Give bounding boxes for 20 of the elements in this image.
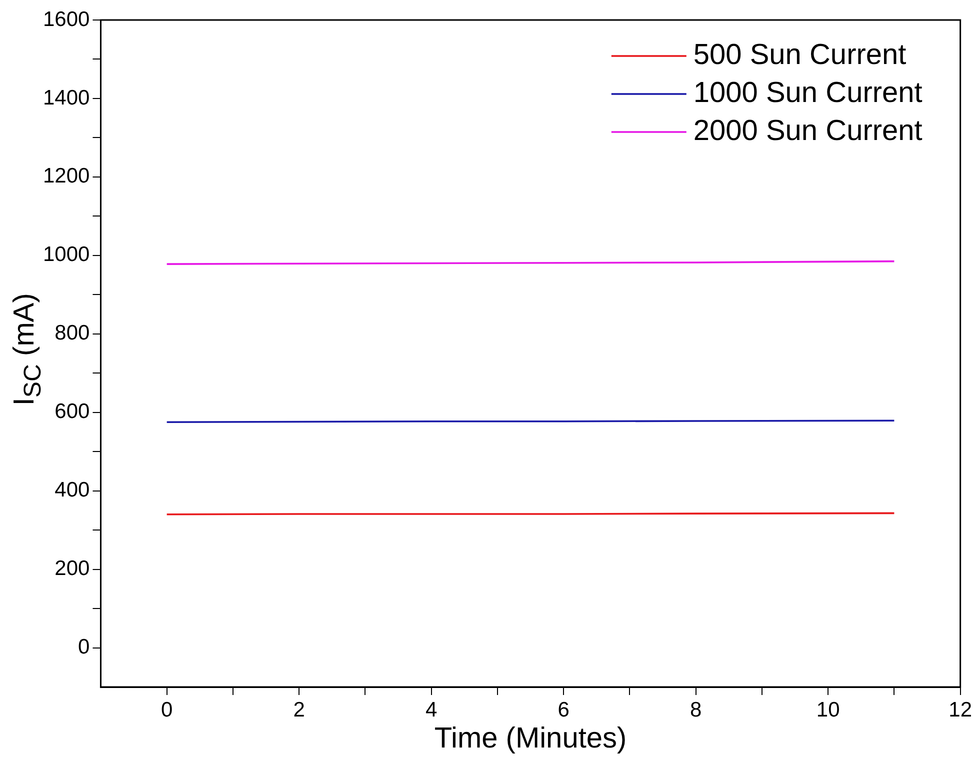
x-tick-label: 4	[425, 698, 438, 722]
y-tick-label: 200	[54, 557, 90, 580]
y-tick-label: 1200	[43, 164, 90, 188]
legend-label: 500 Sun Current	[693, 39, 906, 71]
x-tick-label: 2	[293, 698, 305, 722]
y-tick-label: 400	[54, 478, 90, 502]
x-axis-title: Time (Minutes)	[434, 722, 627, 755]
legend-label: 1000 Sun Current	[693, 77, 922, 109]
y-tick-label: 0	[78, 636, 90, 659]
y-tick-label: 1600	[43, 8, 90, 31]
y-tick-label: 1400	[43, 86, 90, 110]
x-tick-label: 10	[816, 698, 840, 722]
x-tick-label: 0	[160, 698, 173, 722]
y-tick-label: 800	[54, 322, 90, 345]
y-tick-label: 1000	[43, 243, 90, 266]
legend-label: 2000 Sun Current	[693, 115, 922, 147]
x-tick-label: 6	[558, 698, 570, 722]
y-tick-label: 600	[54, 400, 90, 424]
x-tick-label: 12	[948, 698, 972, 722]
x-tick-label: 8	[690, 698, 702, 722]
